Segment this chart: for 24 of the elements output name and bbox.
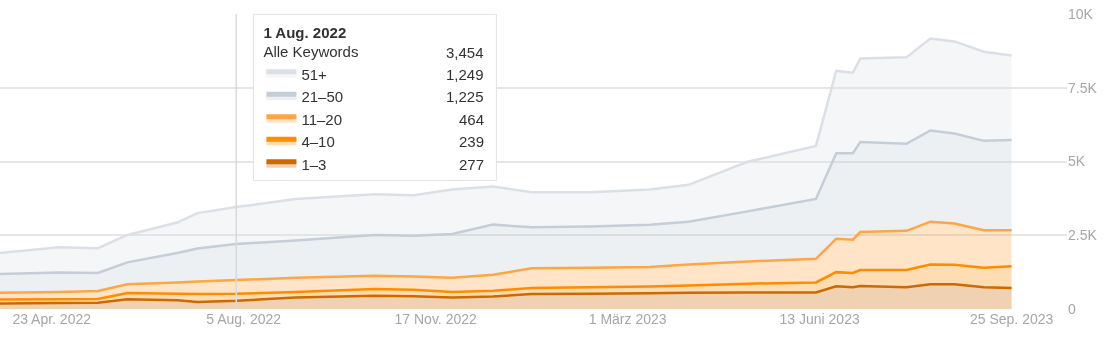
annotation: Alle Keywords <box>263 43 359 61</box>
x-tick-label: 17 Nov. 2022 <box>394 311 477 327</box>
y-tick-label: 0 <box>1068 300 1076 317</box>
annotation: 1,225 <box>446 88 484 105</box>
x-tick-label: 1 März 2023 <box>588 311 667 327</box>
annotation: 3,454 <box>446 44 484 61</box>
legend-label: 1–3 <box>301 155 327 173</box>
x-tick-label: 25 Sep. 2023 <box>969 311 1054 327</box>
annotation: 239 <box>459 133 485 150</box>
x-tick-label: 13 Juni 2023 <box>779 311 860 327</box>
y-tick-label: 7.5K <box>1068 79 1098 96</box>
legend-label: 4–10 <box>301 133 335 151</box>
annotation: 1,249 <box>446 66 484 83</box>
legend-label: 51+ <box>301 65 328 83</box>
legend-label: 11–20 <box>301 110 343 128</box>
x-tick-label: 23 Apr. 2022 <box>12 311 92 327</box>
annotation: 464 <box>459 111 485 128</box>
legend-label: 21–50 <box>301 88 344 106</box>
x-tick-label: 5 Aug. 2022 <box>206 311 282 327</box>
y-tick-label: 5K <box>1068 153 1086 170</box>
legend-title: 1 Aug. 2022 <box>263 23 347 41</box>
y-tick-label: 2.5K <box>1068 227 1098 244</box>
y-tick-label: 10K <box>1068 5 1094 22</box>
annotation: 277 <box>459 156 485 173</box>
